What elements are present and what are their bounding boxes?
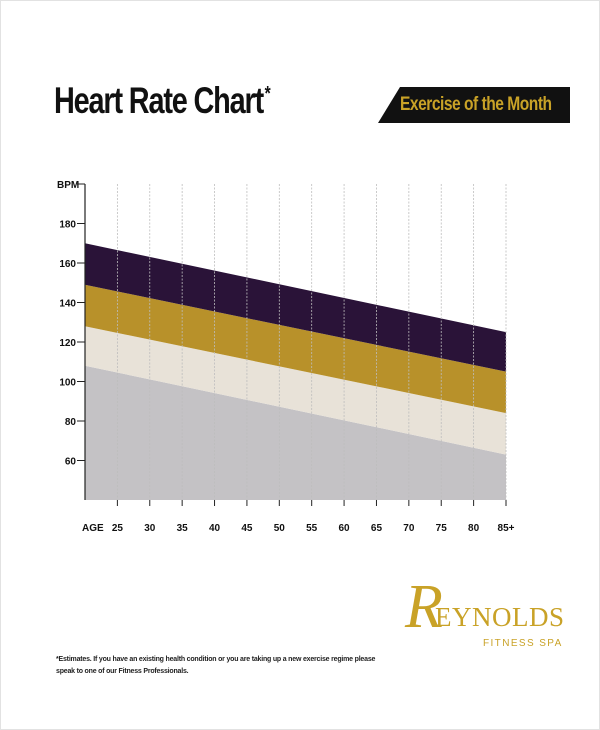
exercise-banner: Exercise of the Month [378, 87, 570, 123]
page-title: Heart Rate Chart* [54, 80, 271, 122]
x-tick-label: 60 [339, 523, 351, 534]
heart-rate-chart: 25 30 35 40 45 50 55 60 65 70 75 80 85+ AGE 60 80 100 120… [57, 180, 515, 534]
banner-text: Exercise of the Month [400, 94, 552, 115]
x-tick-label: 45 [241, 523, 253, 534]
reynolds-logo: R EYNOLDS FITNESS SPA [405, 576, 565, 666]
x-tick-label: 35 [177, 523, 189, 534]
title-text: Heart Rate Chart [54, 80, 264, 121]
logo-subtitle: FITNESS SPA [483, 638, 563, 649]
x-tick-label: 75 [436, 523, 448, 534]
y-axis-label: BPM [57, 180, 79, 191]
x-tick-label: 65 [371, 523, 383, 534]
x-tick-label: 50 [274, 523, 286, 534]
y-tick-label: 140 [59, 299, 76, 310]
x-tick-label: 70 [403, 523, 415, 534]
band-4 [85, 243, 506, 372]
title-asterisk: * [264, 82, 271, 105]
y-tick-label: 180 [59, 220, 76, 231]
y-tick-label: 160 [59, 259, 76, 270]
logo-name: EYNOLDS [435, 602, 565, 632]
y-tick-label: 100 [59, 378, 76, 389]
x-tick-label: 85+ [498, 523, 515, 534]
band-1 [85, 365, 506, 500]
logo-initial: R [405, 573, 443, 641]
y-tick-label: 120 [59, 338, 76, 349]
x-tick-label: 25 [112, 523, 124, 534]
band-3 [85, 284, 506, 414]
x-tick-label: 80 [468, 523, 480, 534]
x-tick-label: 55 [306, 523, 318, 534]
footnote: *Estimates. If you have an existing heal… [56, 656, 376, 675]
banner-shape [378, 87, 570, 123]
x-tick-label: 30 [144, 523, 156, 534]
band-2 [85, 326, 506, 455]
x-tick-label: 40 [209, 523, 221, 534]
x-axis-label: AGE [82, 523, 104, 534]
y-tick-label: 80 [65, 417, 77, 428]
y-tick-label: 60 [65, 457, 77, 468]
